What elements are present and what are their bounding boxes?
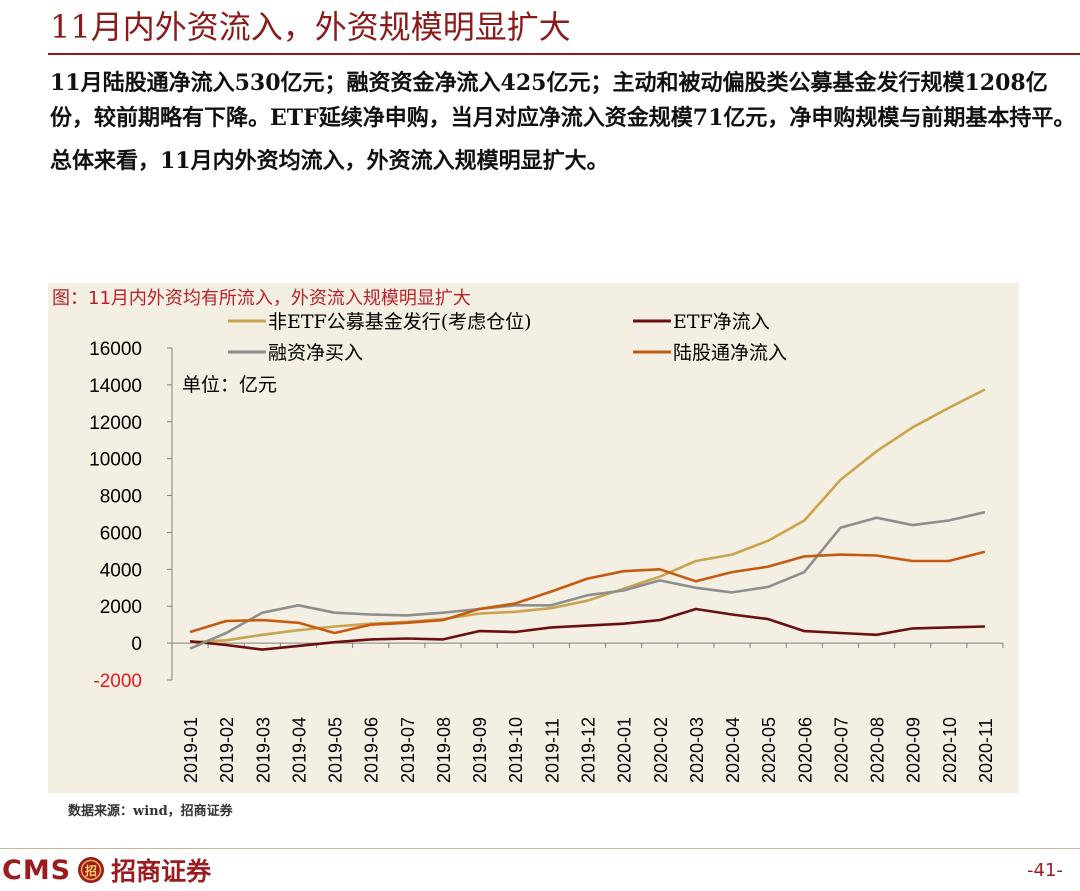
- x-tick-label: 2020-07: [831, 717, 851, 783]
- legend-label: 陆股通净流入: [673, 342, 787, 364]
- y-tick-label: 2000: [100, 597, 142, 618]
- summary-text: 11月陆股通净流入530亿元；融资资金净流入425亿元；主动和被动偏股类公募基金…: [50, 66, 1080, 179]
- y-tick-label: 6000: [100, 523, 142, 544]
- series-line: [190, 388, 986, 644]
- legend-label: ETF净流入: [673, 311, 770, 333]
- x-tick-label: 2019-12: [579, 717, 599, 783]
- chart-panel: [48, 283, 1019, 793]
- x-tick-label: 2020-08: [868, 717, 888, 783]
- y-tick-label: 10000: [89, 450, 142, 471]
- chart-title: 图：11月内外资均有所流入，外资流入规模明显扩大: [52, 288, 471, 309]
- x-tick-label: 2020-11: [976, 718, 996, 783]
- legend-label: 融资净买入: [268, 342, 363, 364]
- y-tick-label: -2000: [93, 671, 142, 692]
- logo-emblem-text: 招: [85, 863, 97, 878]
- company-logo: CMS 招 招商证券: [2, 852, 211, 888]
- logo-latin: CMS: [2, 854, 72, 886]
- logo-chinese: 招商证券: [111, 857, 212, 886]
- x-tick-label: 2019-02: [217, 717, 237, 783]
- page-title: 11月内外资流入，外资规模明显扩大: [50, 8, 571, 46]
- y-tick-label: 4000: [100, 560, 142, 581]
- x-tick-label: 2019-09: [470, 717, 490, 783]
- x-tick-label: 2020-10: [940, 717, 960, 783]
- y-tick-label: 16000: [89, 339, 142, 360]
- x-tick-label: 2020-02: [651, 717, 671, 783]
- page-number: -41-: [1027, 860, 1063, 881]
- x-tick-label: 2020-05: [759, 717, 779, 783]
- x-tick-label: 2019-03: [253, 717, 273, 783]
- summary-paragraph: 总体来看，11月内外资均流入，外资流入规模明显扩大。: [50, 148, 609, 174]
- data-source: 数据来源：wind，招商证券: [68, 804, 233, 819]
- y-tick-label: 12000: [89, 413, 142, 434]
- series-line: [189, 607, 985, 651]
- y-tick-label: 0: [131, 634, 142, 655]
- x-tick-label: 2019-10: [506, 717, 526, 783]
- x-tick-label: 2020-06: [795, 717, 815, 783]
- legend-label: 非ETF公募基金发行(考虑仓位): [268, 311, 532, 333]
- series-line: [189, 550, 986, 635]
- x-tick-label: 2020-09: [904, 717, 924, 783]
- footer-divider: [0, 848, 1080, 849]
- x-tick-label: 2019-06: [362, 717, 382, 783]
- logo-emblem-icon: 招: [78, 857, 105, 883]
- x-tick-label: 2020-03: [687, 717, 707, 783]
- x-tick-label: 2019-08: [434, 717, 454, 783]
- x-tick-label: 2020-01: [615, 717, 635, 783]
- title-divider: [48, 53, 1080, 55]
- y-tick-label: 14000: [89, 376, 142, 397]
- x-tick-label: 2019-04: [289, 717, 309, 783]
- series-line: [189, 510, 986, 650]
- y-tick-label: 8000: [100, 487, 142, 508]
- summary-paragraph: 11月陆股通净流入530亿元；融资资金净流入425亿元；主动和被动偏股类公募基金…: [50, 70, 1076, 131]
- x-tick-label: 2019-01: [181, 717, 201, 783]
- unit-label: 单位：亿元: [182, 374, 277, 396]
- x-tick-label: 2019-05: [326, 717, 346, 783]
- x-tick-label: 2019-11: [542, 718, 562, 783]
- x-tick-label: 2019-07: [398, 717, 418, 783]
- line-chart: 16000 14000 12000 10000 8000 6000 4000 2000 0 -20…: [89, 311, 1004, 783]
- x-tick-label: 2020-04: [723, 717, 743, 783]
